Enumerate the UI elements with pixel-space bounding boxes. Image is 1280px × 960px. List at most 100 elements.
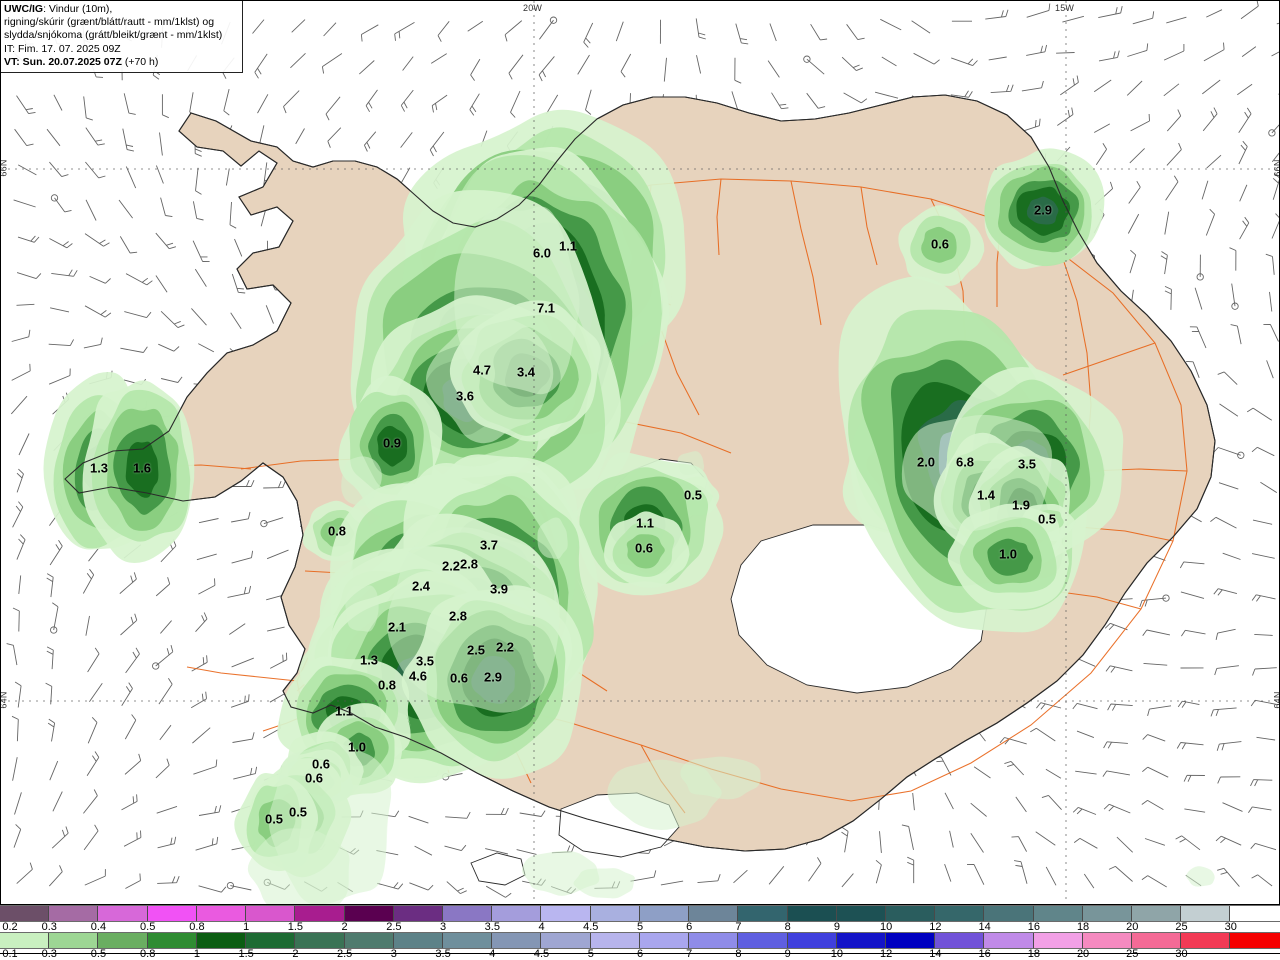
wind-barb: [615, 21, 624, 42]
wind-barb: [83, 824, 99, 851]
wind-barb: [266, 626, 285, 632]
wind-calm-circle: [260, 519, 268, 528]
wind-barb: [118, 199, 133, 219]
wind-barb: [400, 132, 413, 148]
wind-barb: [192, 727, 211, 744]
wind-barb: [1129, 249, 1137, 274]
precip-max-label: 7.1: [536, 300, 556, 316]
wind-barb: [83, 96, 93, 121]
colorbar-segment: [689, 906, 739, 921]
colorbar-snow[interactable]: [0, 905, 1280, 922]
wind-barb: [735, 23, 749, 45]
colorbar-segment: [393, 906, 443, 921]
colorbar-tick-label: 6: [636, 948, 644, 960]
wind-barb: [51, 269, 78, 277]
wind-barb: [358, 60, 375, 75]
wind-barb: [124, 311, 152, 319]
colorbar-segment: [541, 906, 591, 921]
precip-contour-band: [341, 456, 382, 506]
wind-barb: [1271, 51, 1279, 57]
colorbar-segment: [0, 906, 50, 921]
wind-barb: [1141, 800, 1164, 810]
colorbar-segment: [1033, 933, 1083, 948]
wind-barb: [252, 19, 265, 34]
wind-barb: [125, 873, 141, 889]
wind-barb: [445, 811, 471, 819]
wind-barb: [768, 866, 785, 885]
wind-barb: [1202, 107, 1218, 132]
wind-barb: [363, 131, 377, 152]
wind-barb: [17, 164, 37, 176]
wind-barb: [1142, 734, 1166, 742]
colorbar-segment: [984, 906, 1034, 921]
colorbar-tick-label: 18: [1027, 948, 1040, 960]
precip-contour-band: [1186, 866, 1215, 887]
wind-barb: [231, 273, 246, 294]
colorbar-segment: [590, 906, 640, 921]
wind-calm-circle: [803, 55, 811, 63]
wind-barb: [155, 232, 177, 250]
wind-barb: [84, 305, 112, 318]
wind-barb: [1251, 446, 1275, 457]
wind-barb: [1128, 180, 1141, 204]
wind-barb: [966, 863, 985, 885]
precip-max-label: 1.1: [334, 703, 354, 719]
wind-barb: [510, 90, 521, 118]
wind-barb: [400, 89, 414, 112]
wind-barb: [733, 869, 748, 884]
wind-barb: [192, 240, 210, 262]
wind-barb: [157, 876, 180, 884]
wind-barb: [469, 93, 480, 116]
colorbar-rain[interactable]: [0, 932, 1280, 949]
colorbar-tick-label: 0.5: [140, 921, 156, 933]
precip-max-label: 2.9: [483, 669, 503, 685]
colorbar-segment: [246, 906, 296, 921]
colorbar-segment: [295, 906, 345, 921]
colorbar-tick-label: 8: [735, 948, 742, 960]
wind-barb: [198, 578, 216, 595]
wind-barb: [6, 643, 18, 666]
wind-barb: [156, 805, 178, 814]
wind-barb: [1045, 866, 1057, 886]
wind-barb: [1218, 482, 1239, 490]
precip-contour-band: [537, 517, 568, 559]
wind-barb: [414, 845, 433, 856]
grid-label-left-0: 66N: [0, 159, 9, 177]
precip-max-label: 0.6: [634, 540, 654, 556]
precip-max-label: 1.1: [635, 515, 655, 531]
wind-barb: [546, 94, 559, 115]
colorbar-segment: [885, 906, 936, 921]
wind-calm-circle: [549, 16, 558, 24]
precip-max-label: 0.5: [683, 487, 703, 503]
wind-barb: [1250, 779, 1273, 787]
colorbar-segment: [984, 933, 1034, 948]
wind-barb: [1205, 208, 1216, 236]
colorbar-segment: [787, 906, 837, 921]
precip-contour-band: [987, 538, 1035, 576]
colorbar-tick-label: 18: [1076, 921, 1090, 933]
wind-barb: [159, 724, 172, 741]
wind-barb: [1181, 629, 1206, 637]
precip-max-label: 2.8: [448, 608, 468, 624]
colorbar-segment: [246, 933, 296, 948]
map-canvas[interactable]: UWC/IG: Vindur (10m), rigning/skúrir (gr…: [0, 0, 1280, 905]
wind-barb: [630, 870, 657, 882]
colorbar-segment: [787, 933, 837, 948]
wind-barb: [1251, 594, 1276, 602]
wind-barb: [1108, 865, 1133, 882]
wind-barb: [1130, 113, 1150, 132]
wind-barb: [1254, 633, 1273, 636]
wind-barb: [155, 758, 170, 779]
wind-barb: [155, 644, 174, 667]
wind-barb: [1057, 107, 1074, 126]
colorbar-segment: [1181, 906, 1231, 921]
wind-barb: [1202, 79, 1221, 95]
wind-barb: [1183, 774, 1205, 782]
wind-barb: [125, 273, 153, 286]
precip-max-label: 0.9: [382, 435, 402, 451]
colorbar-segment: [689, 933, 739, 948]
wind-barb: [841, 873, 854, 888]
colorbar-tick-label: 2.5: [336, 948, 353, 960]
wind-barb: [124, 714, 137, 740]
wind-barb: [13, 824, 22, 848]
